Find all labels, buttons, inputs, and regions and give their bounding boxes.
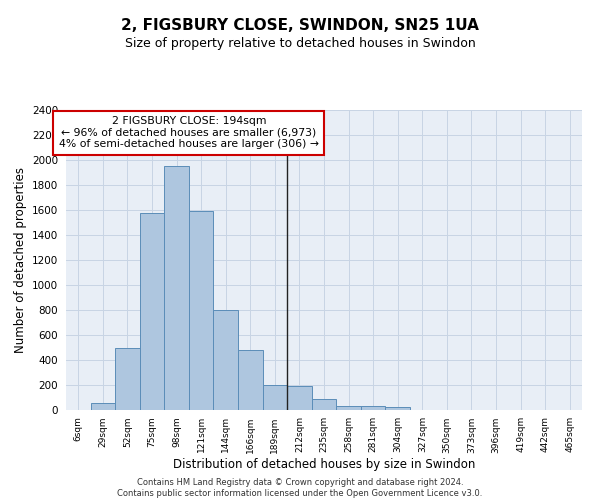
Bar <box>164 166 189 410</box>
Bar <box>238 350 263 410</box>
Text: Contains HM Land Registry data © Crown copyright and database right 2024.
Contai: Contains HM Land Registry data © Crown c… <box>118 478 482 498</box>
Y-axis label: Number of detached properties: Number of detached properties <box>14 167 26 353</box>
Bar <box>361 406 385 410</box>
Bar <box>115 348 140 410</box>
Bar <box>263 385 287 410</box>
Bar <box>385 407 410 410</box>
X-axis label: Distribution of detached houses by size in Swindon: Distribution of detached houses by size … <box>173 458 475 471</box>
Bar <box>336 406 361 410</box>
Text: Size of property relative to detached houses in Swindon: Size of property relative to detached ho… <box>125 38 475 51</box>
Bar <box>140 212 164 410</box>
Bar <box>312 399 336 410</box>
Bar <box>189 211 214 410</box>
Text: 2, FIGSBURY CLOSE, SWINDON, SN25 1UA: 2, FIGSBURY CLOSE, SWINDON, SN25 1UA <box>121 18 479 32</box>
Text: 2 FIGSBURY CLOSE: 194sqm
← 96% of detached houses are smaller (6,973)
4% of semi: 2 FIGSBURY CLOSE: 194sqm ← 96% of detach… <box>59 116 319 150</box>
Bar <box>287 386 312 410</box>
Bar <box>91 402 115 410</box>
Bar <box>214 310 238 410</box>
